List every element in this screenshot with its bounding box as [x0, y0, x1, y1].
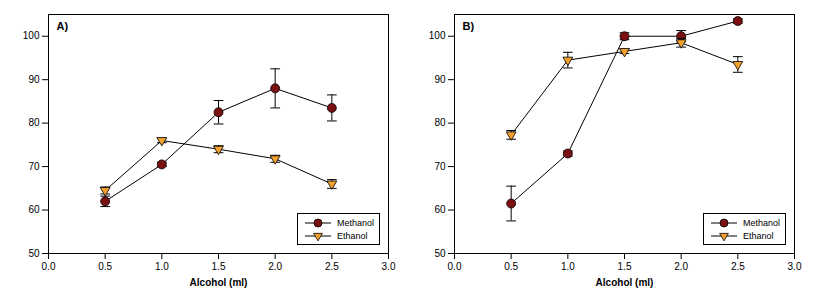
svg-text:B): B) [463, 20, 475, 32]
svg-text:2.5: 2.5 [731, 261, 745, 272]
svg-text:2.0: 2.0 [268, 261, 282, 272]
svg-text:0.5: 0.5 [504, 261, 518, 272]
svg-text:0.0: 0.0 [42, 261, 56, 272]
svg-text:80: 80 [434, 117, 446, 128]
svg-text:Alcohol (ml): Alcohol (ml) [596, 277, 654, 288]
svg-text:50: 50 [28, 248, 40, 259]
html-text:Ethanol: Ethanol [743, 230, 774, 241]
svg-text:1.5: 1.5 [212, 261, 226, 272]
svg-text:90: 90 [28, 74, 40, 85]
svg-text:80: 80 [28, 117, 40, 128]
svg-text:60: 60 [434, 204, 446, 215]
html-text:Ethanol: Ethanol [337, 230, 368, 241]
svg-text:0.5: 0.5 [98, 261, 112, 272]
svg-text:A): A) [57, 20, 69, 32]
html-text:Methanol: Methanol [337, 217, 374, 228]
svg-text:1.0: 1.0 [155, 261, 169, 272]
svg-text:Alcohol (ml): Alcohol (ml) [190, 277, 248, 288]
svg-text:2.5: 2.5 [325, 261, 339, 272]
svg-text:60: 60 [28, 204, 40, 215]
svg-text:70: 70 [434, 161, 446, 172]
svg-text:2.0: 2.0 [674, 261, 688, 272]
svg-text:1.0: 1.0 [561, 261, 575, 272]
svg-text:90: 90 [434, 74, 446, 85]
html-text:Methanol: Methanol [743, 217, 780, 228]
svg-text:3.0: 3.0 [382, 261, 396, 272]
svg-text:50: 50 [434, 248, 446, 259]
svg-text:100: 100 [23, 30, 40, 41]
svg-text:1.5: 1.5 [618, 261, 632, 272]
svg-text:70: 70 [28, 161, 40, 172]
svg-text:3.0: 3.0 [788, 261, 802, 272]
svg-text:0.0: 0.0 [448, 261, 462, 272]
svg-text:100: 100 [429, 30, 446, 41]
